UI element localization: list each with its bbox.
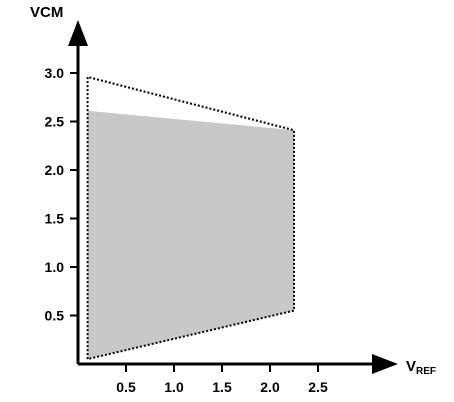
y-tick-label: 1.0 xyxy=(45,259,65,275)
x-tick-label: 1.5 xyxy=(212,379,232,395)
x-tick-label: 1.0 xyxy=(164,379,184,395)
x-axis-title-main: V xyxy=(406,358,416,375)
region-fill-layer xyxy=(87,110,294,360)
region-outline-dotted xyxy=(86,75,295,361)
y-tick-label: 3.0 xyxy=(45,65,65,81)
x-axis-arrow xyxy=(372,354,398,374)
x-axis-title-sub: REF xyxy=(416,366,436,377)
x-tick-label: 0.5 xyxy=(116,379,136,395)
x-tick-label: 2.0 xyxy=(260,379,280,395)
region-outline-layer xyxy=(86,75,295,361)
tick-labels-layer: 0.5 1.0 1.5 2.0 2.5 3.0 0.5 1.0 1.5 2.0 2.5 xyxy=(45,65,328,395)
x-tick-label: 2.5 xyxy=(308,379,328,395)
y-tick-label: 2.5 xyxy=(45,114,65,130)
x-axis-title: VREF xyxy=(406,358,436,377)
y-tick-label: 2.0 xyxy=(45,162,65,178)
y-tick-label: 0.5 xyxy=(45,308,65,324)
y-axis-title: VCM xyxy=(30,4,63,21)
feasible-region-fill xyxy=(87,110,294,360)
y-tick-label: 1.5 xyxy=(45,211,65,227)
ticks-layer xyxy=(70,72,319,372)
y-axis-arrow xyxy=(68,20,88,46)
